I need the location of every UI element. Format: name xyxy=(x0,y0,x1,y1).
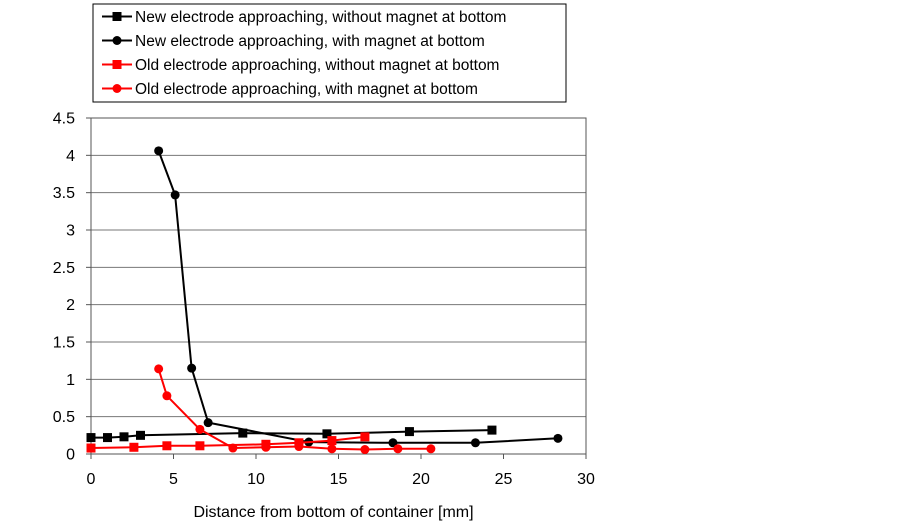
data-point-circle xyxy=(261,442,271,452)
grid-lines xyxy=(86,117,587,459)
series-2 xyxy=(154,146,563,448)
x-tick-label: 15 xyxy=(330,471,348,488)
data-point-square xyxy=(86,433,96,443)
y-tick-label: 0.5 xyxy=(53,409,75,426)
data-point-square xyxy=(238,428,248,438)
legend-marker-circle xyxy=(112,36,122,45)
plot-area-border xyxy=(90,117,587,455)
data-point-square xyxy=(136,430,145,440)
series-line xyxy=(157,150,559,444)
data-point-circle xyxy=(162,391,172,401)
data-point-circle xyxy=(327,444,337,454)
legend-item: Old electrode approaching, without magne… xyxy=(102,57,499,74)
y-tick-label: 1.5 xyxy=(53,335,75,352)
data-point-square xyxy=(404,427,414,437)
series-line xyxy=(157,368,431,451)
data-point-circle xyxy=(360,445,370,455)
legend-box xyxy=(92,3,567,103)
x-tick-label: 10 xyxy=(247,471,265,488)
legend-marker-square xyxy=(112,12,122,21)
data-point-circle xyxy=(187,363,197,373)
data-point-square xyxy=(360,432,370,442)
data-point-square xyxy=(119,432,129,442)
y-tick-label: 3 xyxy=(66,223,75,240)
x-tick-label: 30 xyxy=(577,471,595,488)
legend: New electrode approaching, without magne… xyxy=(92,3,567,103)
series-line xyxy=(91,429,493,439)
series-4 xyxy=(154,364,436,455)
x-tick-label: 25 xyxy=(495,471,513,488)
y-tick-label: 1 xyxy=(66,372,75,389)
x-tick-label: 0 xyxy=(87,471,96,488)
legend-item: New electrode approaching, with magnet a… xyxy=(102,33,485,50)
legend-label: New electrode approaching, without magne… xyxy=(135,9,506,26)
legend-label: New electrode approaching, with magnet a… xyxy=(135,33,485,50)
data-point-circle xyxy=(154,146,164,156)
data-point-square xyxy=(195,441,205,451)
legend-label: Old electrode approaching, with magnet a… xyxy=(135,81,478,98)
legend-marker-circle xyxy=(112,84,122,93)
legend-item: Old electrode approaching, with magnet a… xyxy=(102,81,478,98)
data-point-square xyxy=(103,433,112,443)
y-tick-label: 4 xyxy=(66,148,75,165)
data-point-circle xyxy=(426,444,436,454)
x-tick-label: 5 xyxy=(169,471,178,488)
data-point-circle xyxy=(553,433,563,443)
data-point-circle xyxy=(203,418,213,428)
legend-item: New electrode approaching, without magne… xyxy=(102,9,506,26)
data-point-circle xyxy=(294,442,304,452)
x-axis-tick-labels: 0 5 10 15 20 25 30 xyxy=(87,471,595,488)
y-tick-label: 0 xyxy=(66,447,75,464)
data-point-circle xyxy=(393,444,403,454)
data-point-square xyxy=(86,443,96,453)
data-point-square xyxy=(487,425,497,435)
data-point-square xyxy=(322,429,332,439)
y-axis-tick-labels: 0 0.5 1 1.5 2 2.5 3 3.5 4 4.5 xyxy=(53,111,75,464)
data-point-circle xyxy=(170,190,180,200)
data-point-square xyxy=(327,436,337,446)
x-tick-label: 20 xyxy=(412,471,430,488)
series-1 xyxy=(86,425,497,443)
y-tick-label: 3.5 xyxy=(53,185,75,202)
legend-marker-square xyxy=(112,60,122,69)
data-point-circle xyxy=(195,424,205,434)
data-point-circle xyxy=(388,438,398,448)
data-point-square xyxy=(162,441,172,451)
legend-label: Old electrode approaching, without magne… xyxy=(135,57,499,74)
data-point-square xyxy=(129,442,139,452)
data-point-circle xyxy=(228,443,238,453)
y-tick-label: 2 xyxy=(66,297,75,314)
data-point-circle xyxy=(470,438,480,448)
y-tick-label: 4.5 xyxy=(53,111,75,128)
y-tick-label: 2.5 xyxy=(53,260,75,277)
series-layer xyxy=(86,146,563,455)
data-point-circle xyxy=(154,364,164,374)
x-axis-label: Distance from bottom of container [mm] xyxy=(193,504,473,521)
